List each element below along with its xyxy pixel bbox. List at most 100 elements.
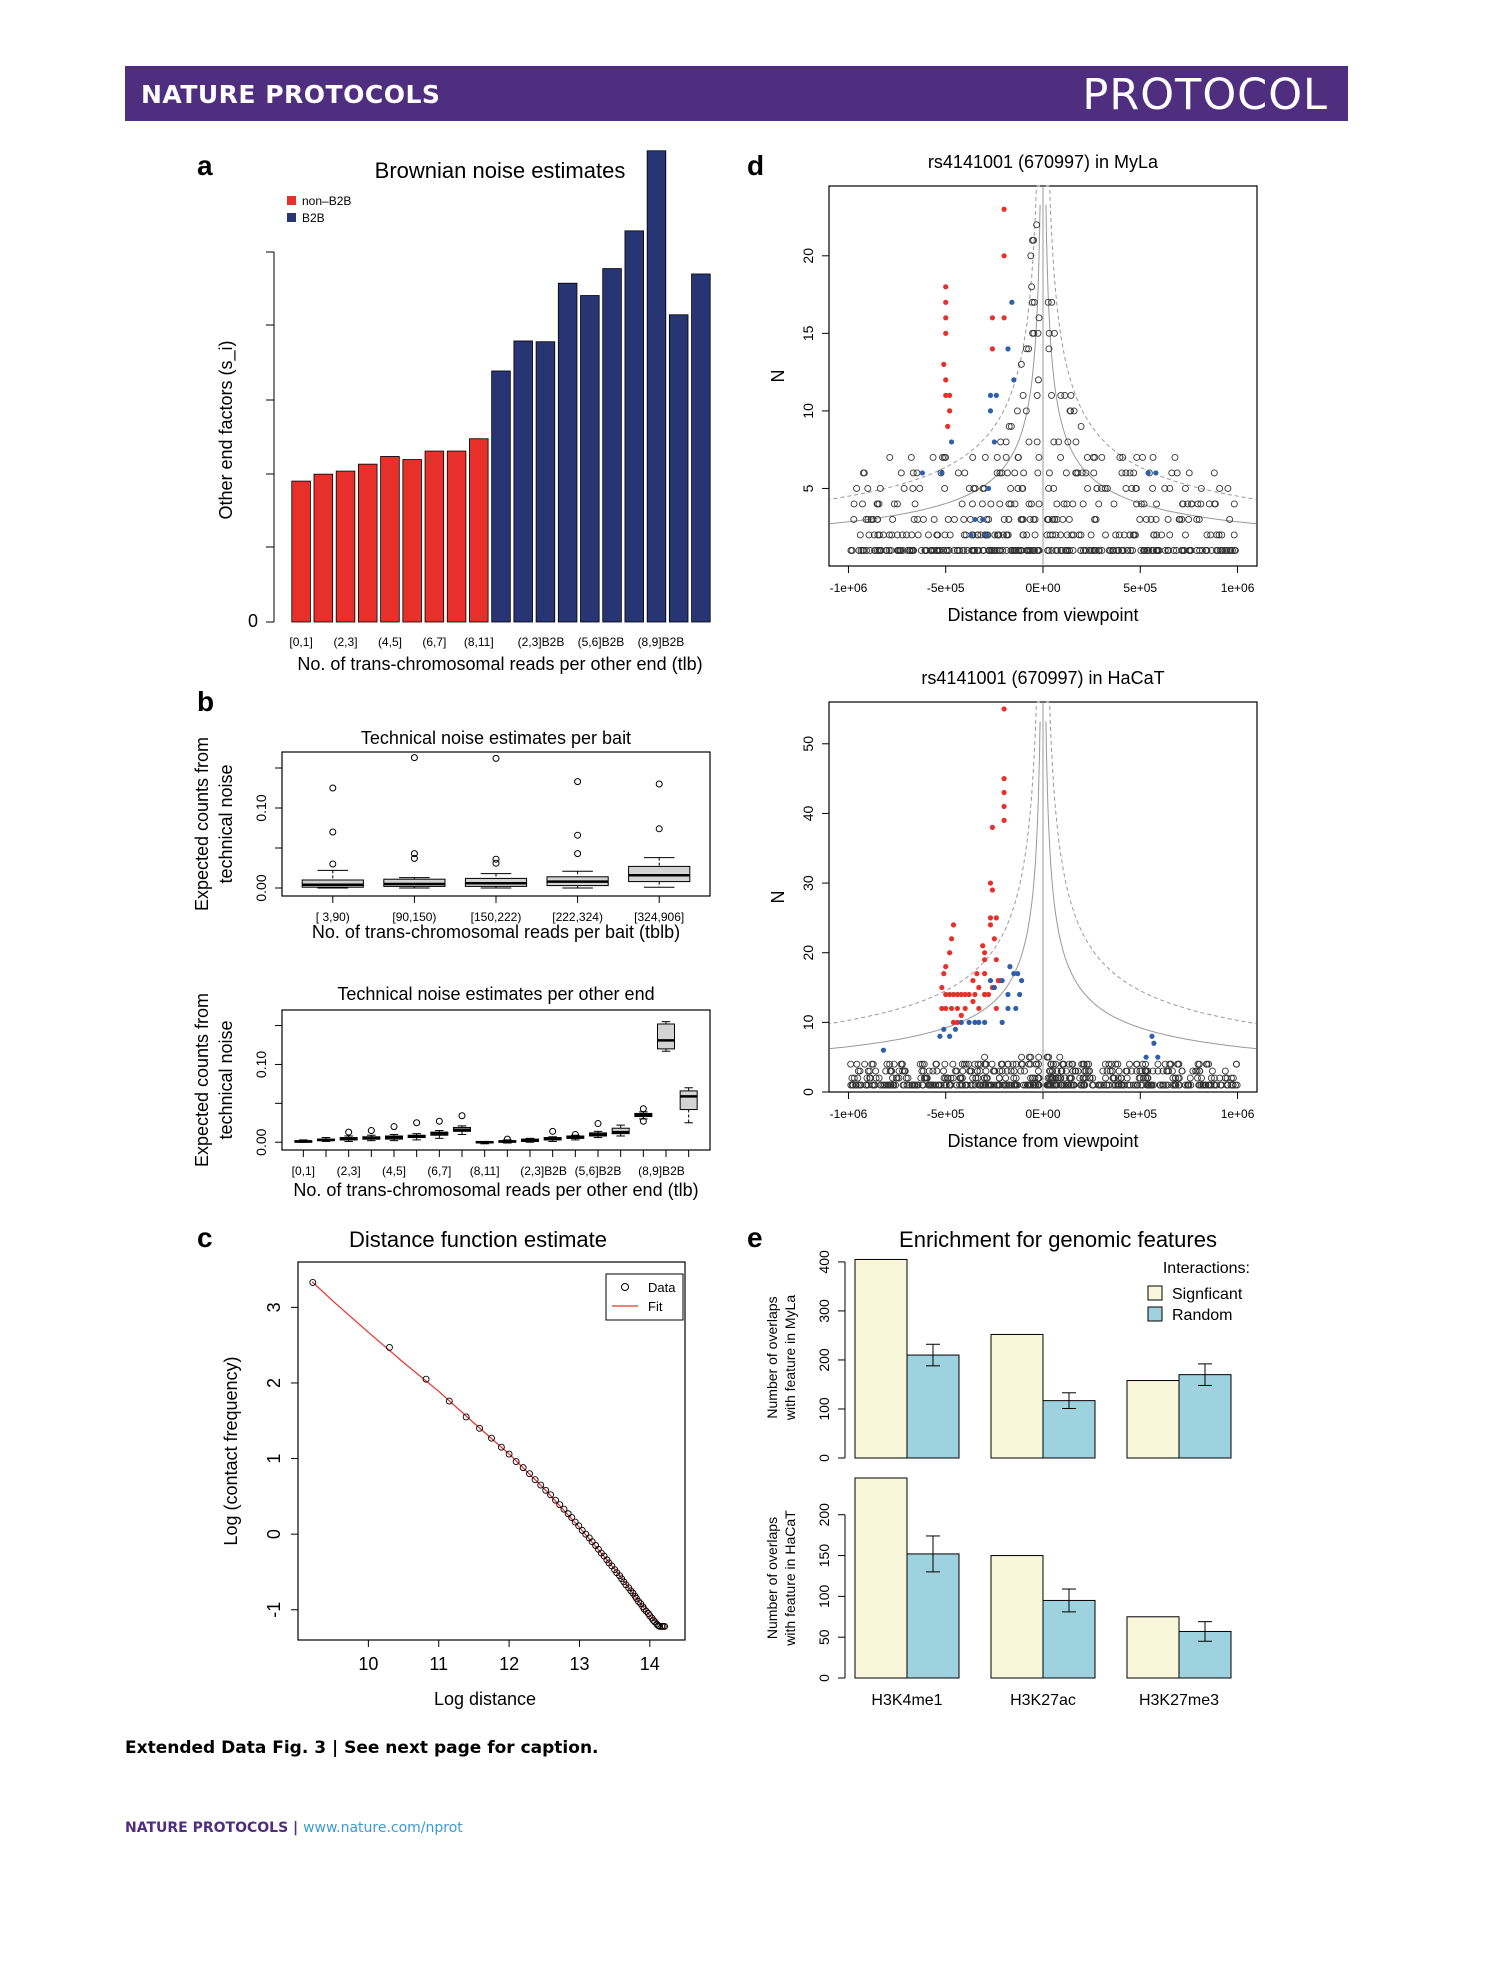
chart-d2-significant-point [1001, 776, 1007, 782]
chart-d1-significant-point [941, 361, 947, 367]
chart-d1-point [1116, 453, 1124, 461]
chart-b1-x-tick-label: [90,150) [392, 910, 436, 924]
chart-d1-point [1067, 407, 1075, 415]
chart-a-bar [646, 150, 667, 623]
chart-c-data-point [582, 1530, 590, 1538]
chart-d2-point [1035, 1074, 1043, 1082]
chart-d2-expected-curve [1045, 721, 1257, 1050]
chart-d1-significant-point [943, 315, 949, 321]
chart-d2-significant-point [950, 1019, 957, 1025]
chart-d1-point [1046, 531, 1054, 539]
chart-d1-point [853, 484, 861, 492]
chart-d1-x-tick-label: -1e+06 [830, 581, 868, 595]
chart-d1-point [850, 500, 858, 508]
chart-d1-point [1149, 484, 1157, 492]
chart-c-x-label: Log distance [434, 1689, 536, 1709]
chart-d2-significant-point [943, 991, 949, 998]
chart-b2-frame [281, 1009, 711, 1151]
chart-d1-point [1120, 531, 1128, 539]
chart-d2-point [1115, 1067, 1123, 1075]
chart-d1-significant-point-alt [939, 470, 945, 476]
chart-d2-y-tick-label: 20 [800, 945, 816, 961]
chart-d2-significant-point-alt [937, 1033, 943, 1039]
footer-url[interactable]: www.nature.com/nprot [303, 1820, 463, 1836]
chart-d1-point [1062, 469, 1070, 477]
chart-d1-point [1033, 221, 1041, 229]
chart-d1-point [1011, 500, 1019, 508]
chart-d2-point [1064, 1081, 1072, 1089]
chart-d1-y-label: N [768, 370, 788, 383]
chart-d2-point [1051, 1081, 1059, 1089]
figure-caption: Extended Data Fig. 3 | See next page for… [125, 1738, 599, 1758]
chart-d1-significant-point-alt [919, 470, 925, 476]
chart-d2-significant-point [966, 991, 972, 998]
chart-d1-point [876, 547, 884, 554]
chart-d2-point [1202, 1060, 1210, 1068]
chart-a-title: Brownian noise estimates [375, 158, 626, 183]
chart-d1-point [1028, 298, 1036, 306]
chart-d2-significant-point [1001, 789, 1007, 796]
chart-d2-point [863, 1074, 871, 1082]
chart-d2-point [1205, 1081, 1213, 1089]
chart-d2-point [942, 1081, 950, 1089]
chart-d2-y-tick-label: 40 [800, 805, 816, 821]
chart-a-bar [668, 314, 689, 623]
chart-d2-point [1099, 1067, 1107, 1075]
chart-d1-point [1139, 453, 1146, 461]
chart-d2-point [1106, 1067, 1114, 1075]
chart-d1-point [1122, 469, 1130, 477]
chart-d2-significant-point-alt [947, 1033, 953, 1039]
chart-d2-significant-point [947, 991, 953, 998]
chart-d2-point [1074, 1067, 1082, 1075]
chart-c-data-point [445, 1397, 453, 1405]
chart-d2-significant-point-alt [952, 1026, 959, 1032]
chart-d2-point [1196, 1081, 1204, 1089]
chart-d2-point [991, 1067, 999, 1075]
chart-d1-point [1140, 500, 1148, 508]
chart-a-x-tick-label: (2,3]B2B [518, 635, 565, 649]
chart-b1-x-label: No. of trans-chromosomal reads per bait … [312, 922, 680, 942]
chart-d1-point [1026, 547, 1034, 554]
chart-d2-point [953, 1081, 961, 1089]
chart-d2-significant-point [993, 1005, 999, 1012]
chart-d1-point [1045, 547, 1053, 554]
chart-d2-significant-point [987, 880, 994, 886]
chart-d1-point [1057, 531, 1065, 539]
chart-a-x-label: No. of trans-chromosomal reads per other… [297, 654, 702, 674]
chart-a-x-tick-label: (6,7] [422, 635, 446, 649]
chart-e1-bar [1178, 1374, 1232, 1459]
chart-b2-x-tick-label: [0,1] [292, 1164, 315, 1178]
chart-a-y-tick-label: 0 [248, 611, 258, 631]
chart-d1-significant-point-alt [987, 408, 994, 414]
chart-d1-point [916, 484, 924, 492]
chart-d2-significant-point [941, 971, 947, 977]
chart-b1-title: Technical noise estimates per bait [361, 728, 631, 748]
chart-d1-point [1070, 531, 1077, 539]
chart-d2-point [973, 1067, 981, 1075]
chart-d2-point [870, 1081, 878, 1089]
chart-d1-point [1065, 516, 1073, 523]
chart-d2-point [1082, 1067, 1090, 1075]
chart-a-bar [602, 268, 622, 623]
chart-d2-point [1012, 1081, 1020, 1089]
chart-d2-point [1178, 1067, 1186, 1075]
chart-d1-point [1022, 345, 1030, 353]
chart-b2-outlier [594, 1120, 602, 1128]
chart-d1-point [1170, 547, 1178, 554]
chart-d2-point [902, 1074, 910, 1082]
chart-d2-point [1057, 1067, 1065, 1075]
chart-d2-point [1137, 1081, 1145, 1089]
chart-d1-point [1063, 500, 1071, 508]
chart-d2-point [1053, 1081, 1061, 1089]
chart-d1-point [1030, 236, 1038, 244]
chart-d2-significant-point [948, 936, 955, 942]
chart-d2-significant-point-alt [1007, 964, 1013, 970]
chart-d2-point [957, 1074, 965, 1082]
chart-d1-point [1044, 298, 1052, 306]
chart-d1-point [1064, 438, 1072, 446]
chart-c-y-tick-label: -1 [264, 1602, 284, 1618]
chart-c-data-point [309, 1278, 317, 1286]
chart-d1-significant-point-alt [987, 392, 994, 398]
chart-d1-point [859, 500, 866, 508]
chart-c-data-point [642, 1607, 650, 1615]
